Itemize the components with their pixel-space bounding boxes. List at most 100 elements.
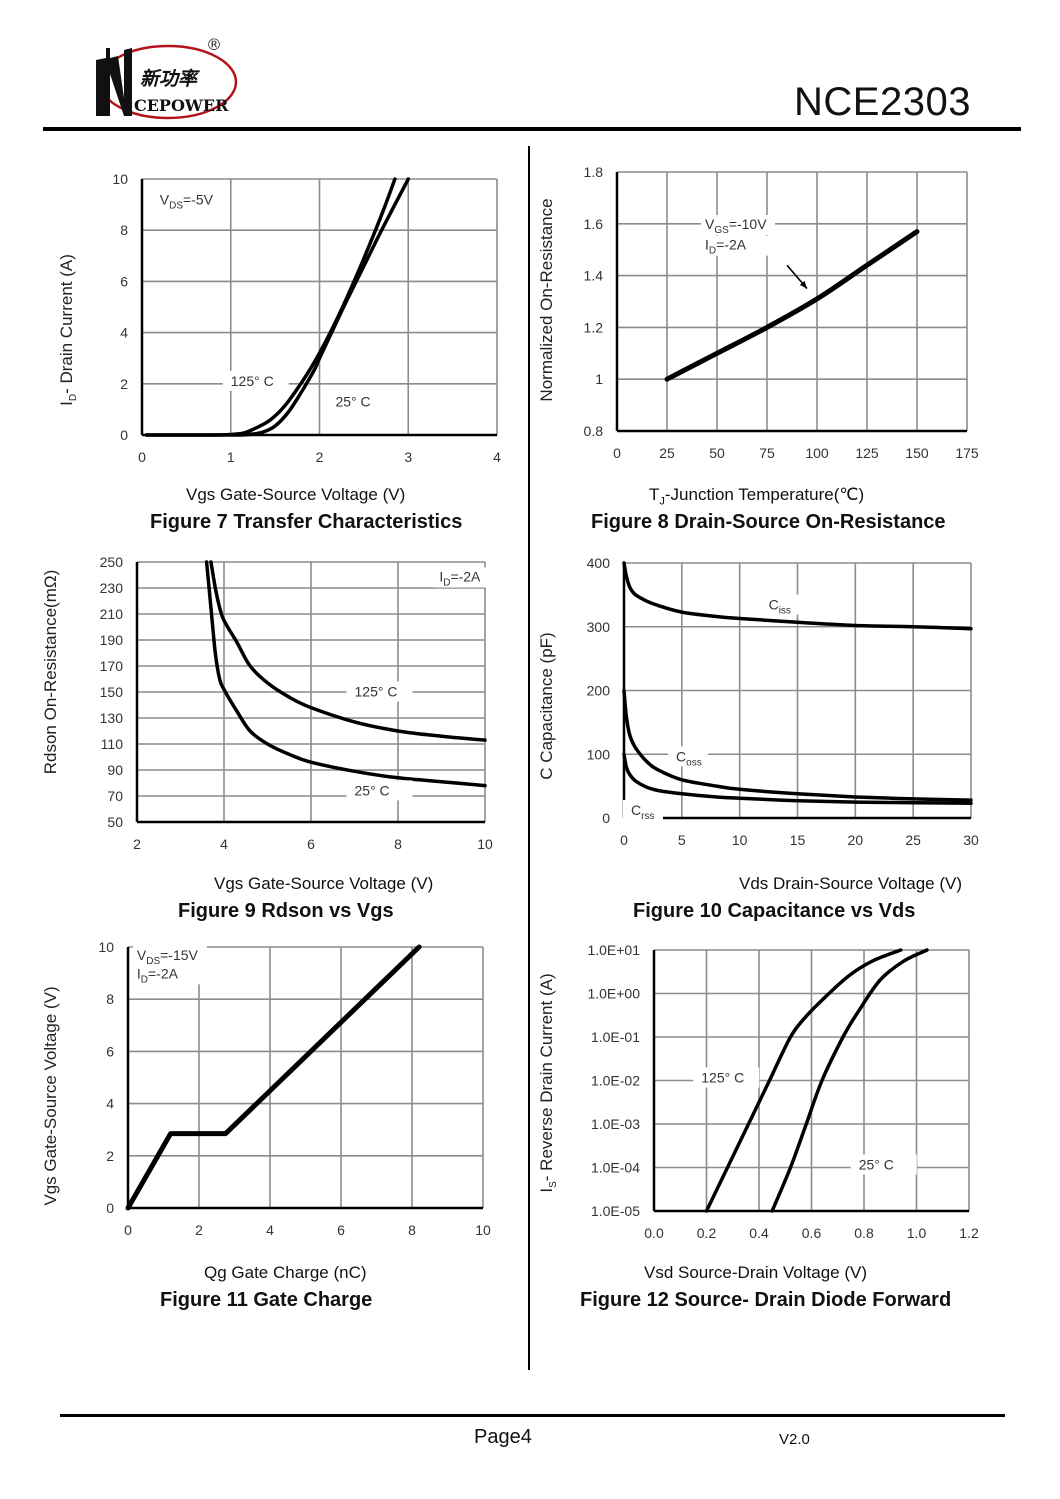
y-tick-label: 130: [100, 710, 124, 726]
annotation-bg: [435, 567, 510, 588]
x-tick-label: 4: [493, 449, 501, 465]
x-tick-label: 1.2: [959, 1225, 979, 1241]
logo-brand-en: CEPOWER: [134, 96, 229, 115]
x-tick-label: 2: [133, 836, 141, 852]
y-tick-label: 300: [587, 619, 611, 635]
x-tick-label: 8: [408, 1222, 416, 1238]
x-tick-label: 0.2: [697, 1225, 717, 1241]
series-label-0: 125° C: [355, 684, 398, 700]
y-tick-label: 400: [587, 555, 611, 571]
y-tick-label: 2: [120, 376, 128, 392]
x-tick-label: 8: [394, 836, 402, 852]
y-tick-label: 1.6: [584, 216, 604, 232]
y-tick-label: 50: [107, 814, 123, 830]
figure-title: Figure 11 Gate Charge: [160, 1289, 373, 1311]
series-label-bg: [668, 746, 709, 767]
y-axis-label: Rdson On-Resistance(mΩ): [41, 570, 60, 775]
y-axis-label: Vgs Gate-Source Voltage (V): [41, 986, 60, 1205]
x-tick-label: 175: [955, 445, 979, 461]
part-number-title: NCE2303: [794, 80, 971, 124]
y-tick-label: 210: [100, 606, 124, 622]
y-tick-label: 70: [107, 788, 123, 804]
nce-power-logo: 新功率 CEPOWER ®: [88, 30, 238, 122]
y-tick-label: 1: [595, 371, 603, 387]
y-tick-label: 8: [120, 222, 128, 238]
x-axis-label: Vgs Gate-Source Voltage (V): [214, 874, 434, 893]
header-divider: [43, 127, 1021, 131]
x-axis-label: Qg Gate Charge (nC): [204, 1263, 367, 1282]
x-tick-label: 0: [138, 449, 146, 465]
annotation-bg: [701, 214, 775, 235]
series-line-0: [704, 948, 903, 1213]
y-tick-label: 170: [100, 658, 124, 674]
y-tick-label: 1.0E-03: [591, 1116, 640, 1132]
series-line-1: [204, 560, 487, 788]
figure-title: Figure 8 Drain-Source On-Resistance: [591, 511, 946, 533]
registered-mark-icon: ®: [206, 35, 222, 54]
y-tick-label: 10: [112, 171, 128, 187]
y-tick-label: 1.0E-01: [591, 1029, 640, 1045]
column-divider: [528, 146, 530, 1370]
x-tick-label: 0: [124, 1222, 132, 1238]
x-tick-label: 5: [678, 832, 686, 848]
series-label-bg: [622, 799, 663, 820]
y-tick-label: 6: [106, 1043, 114, 1059]
annotation-text: ID=-2A: [439, 569, 481, 589]
series-label-1: 25° C: [355, 782, 390, 798]
x-tick-label: 25: [905, 832, 921, 848]
y-tick-label: 1.4: [584, 268, 604, 284]
y-tick-label: 4: [120, 325, 128, 341]
annotation-text: ID=-2A: [705, 237, 747, 257]
x-tick-label: 50: [709, 445, 725, 461]
x-tick-label: 0.0: [644, 1225, 664, 1241]
series-label-1: Coss: [676, 748, 702, 768]
annotation-bg: [132, 946, 207, 967]
series-label-bg: [222, 370, 289, 391]
y-tick-label: 190: [100, 632, 124, 648]
figure-title: Figure 9 Rdson vs Vgs: [178, 900, 394, 922]
series-label-bg: [760, 594, 801, 615]
x-tick-label: 2: [195, 1222, 203, 1238]
y-tick-label: 150: [100, 684, 124, 700]
series-label-2: Crss: [631, 802, 654, 822]
annotation-text: ID=-2A: [137, 965, 179, 985]
x-tick-label: 25: [659, 445, 675, 461]
document-version: V2.0: [779, 1431, 810, 1448]
y-tick-label: 0.8: [584, 423, 604, 439]
x-tick-label: 125: [855, 445, 879, 461]
y-tick-label: 1.0E-04: [591, 1160, 640, 1176]
series-line-1: [144, 177, 411, 437]
y-tick-label: 100: [587, 746, 611, 762]
x-tick-label: 3: [404, 449, 412, 465]
series-label-bg: [693, 1067, 760, 1088]
series-line-0: [622, 561, 973, 631]
y-tick-label: 230: [100, 580, 124, 596]
y-tick-label: 1.0E-05: [591, 1203, 640, 1219]
page-number: Page4: [474, 1426, 532, 1448]
logo-brand-cn: 新功率: [140, 68, 200, 90]
y-axis-label: IS- Reverse Drain Current (A): [537, 973, 559, 1192]
y-tick-label: 10: [98, 939, 114, 955]
y-tick-label: 1.8: [584, 164, 604, 180]
x-tick-label: 10: [475, 1222, 491, 1238]
y-tick-label: 200: [587, 683, 611, 699]
series-label-0: 125° C: [231, 373, 274, 389]
logo-n-plug-icon: [96, 48, 132, 116]
x-tick-label: 100: [805, 445, 829, 461]
series-label-bg: [346, 780, 413, 801]
x-tick-label: 75: [759, 445, 775, 461]
annotation-text: VGS=-10V: [705, 216, 767, 236]
y-tick-label: 4: [106, 1096, 114, 1112]
x-tick-label: 0.6: [802, 1225, 822, 1241]
series-line-2: [622, 752, 973, 806]
x-tick-label: 2: [316, 449, 324, 465]
annotation-bg: [701, 235, 775, 256]
series-line-0: [209, 560, 487, 742]
annotation-bg: [155, 190, 230, 211]
y-tick-label: 0: [602, 810, 610, 826]
